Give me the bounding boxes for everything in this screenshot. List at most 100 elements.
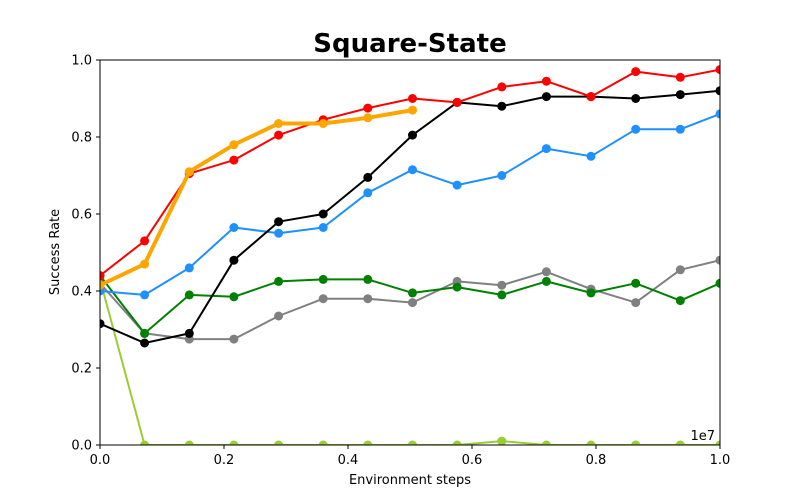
plot-frame — [99, 59, 721, 446]
data-point — [229, 292, 239, 302]
data-point — [100, 271, 105, 281]
data-point — [140, 328, 150, 338]
data-point — [497, 101, 507, 111]
data-point — [140, 338, 150, 348]
series-6 — [100, 105, 417, 290]
data-point — [675, 296, 685, 306]
x-tick-label: 0.6 — [462, 453, 483, 468]
y-tick-label: 0.8 — [71, 131, 92, 146]
data-point — [452, 282, 462, 292]
chart-title: Square-State — [313, 29, 506, 59]
data-point — [452, 97, 462, 107]
data-point — [229, 440, 239, 445]
series-4 — [100, 86, 720, 348]
data-point — [631, 440, 641, 445]
data-point — [229, 223, 239, 232]
data-point — [675, 90, 685, 100]
data-point — [274, 119, 284, 128]
x-axis-label: Environment steps — [349, 473, 471, 488]
data-point — [140, 290, 150, 300]
data-point — [318, 294, 328, 304]
data-point — [541, 267, 551, 277]
data-point — [100, 280, 105, 290]
data-point — [274, 217, 284, 227]
data-point — [184, 290, 194, 300]
data-point — [140, 440, 150, 445]
data-point — [497, 290, 507, 300]
data-point — [631, 278, 641, 288]
y-tick-label: 0.2 — [71, 362, 92, 377]
data-point — [497, 436, 507, 445]
data-point — [184, 440, 194, 445]
data-point — [184, 263, 194, 273]
data-point — [497, 280, 507, 290]
data-point — [408, 298, 417, 308]
data-point — [140, 259, 150, 269]
data-point — [363, 294, 373, 304]
data-point — [675, 440, 685, 445]
data-point — [140, 236, 150, 246]
data-point — [100, 319, 105, 329]
data-point — [715, 109, 720, 119]
data-point — [631, 67, 641, 77]
series-3 — [100, 109, 720, 300]
data-point — [408, 130, 417, 140]
data-point — [184, 328, 194, 338]
data-point — [675, 72, 685, 82]
data-point — [363, 172, 373, 182]
y-axis: 0.0 0.2 0.4 0.6 0.8 1.0 — [71, 54, 100, 454]
data-point — [229, 155, 239, 165]
y-tick-label: 0.4 — [71, 285, 92, 300]
y-tick-label: 1.0 — [71, 54, 92, 69]
data-point — [318, 119, 328, 128]
data-point — [363, 188, 373, 198]
data-point — [541, 76, 551, 86]
data-point — [363, 274, 373, 284]
y-tick-label: 0.6 — [71, 208, 92, 223]
data-point — [363, 440, 373, 445]
data-point — [452, 180, 462, 190]
data-point — [408, 105, 417, 115]
data-point — [229, 255, 239, 265]
data-point — [274, 276, 284, 286]
data-point — [318, 440, 328, 445]
data-point — [631, 124, 641, 134]
data-point — [274, 130, 284, 140]
data-point — [586, 151, 596, 161]
x-tick-label: 0.0 — [90, 453, 111, 468]
x-offset-text: 1e7 — [690, 429, 715, 444]
data-point — [715, 255, 720, 265]
x-axis: 0.0 0.2 0.4 0.6 0.8 1.0 — [90, 445, 731, 468]
series-layer — [100, 65, 720, 445]
data-point — [274, 440, 284, 445]
data-point — [541, 276, 551, 286]
data-point — [229, 334, 239, 344]
y-tick-label: 0.0 — [71, 439, 92, 454]
data-point — [675, 124, 685, 134]
x-tick-label: 0.2 — [214, 453, 235, 468]
data-point — [497, 171, 507, 180]
data-point — [408, 440, 417, 445]
data-point — [274, 228, 284, 238]
data-point — [715, 86, 720, 96]
data-point — [318, 209, 328, 219]
series-line — [100, 108, 413, 288]
y-axis-label: Success Rate — [48, 209, 63, 295]
data-point — [452, 440, 462, 445]
x-tick-label: 1.0 — [710, 453, 731, 468]
data-point — [318, 223, 328, 232]
data-point — [541, 144, 551, 154]
data-point — [541, 440, 551, 445]
data-point — [363, 103, 373, 113]
data-point — [586, 92, 596, 102]
data-point — [274, 311, 284, 321]
data-point — [229, 140, 239, 150]
data-point — [586, 288, 596, 298]
data-point — [541, 92, 551, 102]
data-point — [631, 94, 641, 103]
data-point — [408, 165, 417, 175]
data-point — [408, 288, 417, 298]
data-point — [586, 440, 596, 445]
series-0 — [100, 274, 720, 445]
